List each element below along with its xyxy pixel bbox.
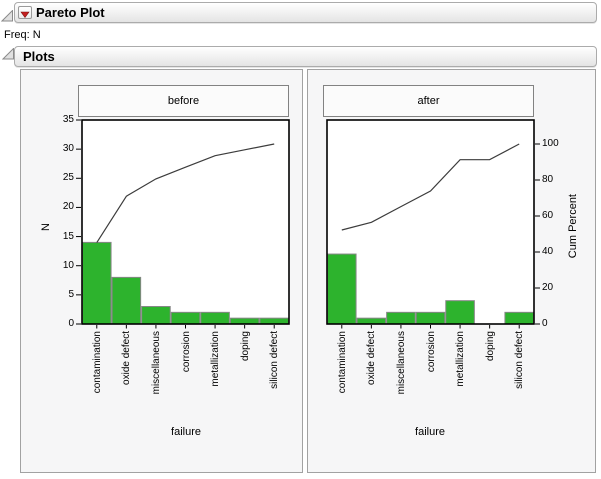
red-triangle-icon <box>20 11 30 19</box>
x-axis-title: failure <box>171 426 201 438</box>
y-tick-label: 25 <box>62 172 74 184</box>
chart-panel-after: after contamination oxide defect miscellan… <box>307 69 596 473</box>
outline-header-pareto-plot[interactable]: Pareto Plot <box>14 2 597 23</box>
after-pareto-chart <box>326 119 540 329</box>
x-tick-label: contamination <box>91 331 103 394</box>
x-tick-label: silicon defect <box>269 331 281 389</box>
page-title: Pareto Plot <box>36 5 105 20</box>
percent-tick-label: 80 <box>542 174 554 185</box>
cumulative-percent-line <box>341 143 520 231</box>
y-axis-title: N <box>40 223 52 231</box>
x-tick-label: doping <box>239 331 251 362</box>
disclosure-triangle-icon[interactable] <box>1 10 14 22</box>
percent-tick-label: 40 <box>542 246 554 257</box>
x-tick-label: corrosion <box>180 331 192 373</box>
after-chart-labels: contamination oxide defect miscellaneous co… <box>308 70 595 472</box>
y-tick-label: 10 <box>62 259 74 271</box>
y-tick-label: 30 <box>62 143 74 155</box>
x-axis-title: failure <box>415 426 445 438</box>
group-label: before <box>167 95 200 107</box>
outline-header-plots[interactable]: Plots <box>14 46 597 67</box>
percent-tick-label: 0 <box>542 318 548 329</box>
x-tick-label: corrosion <box>425 331 437 373</box>
x-tick-label: oxide defect <box>366 331 378 385</box>
x-tick-label: doping <box>484 331 496 362</box>
percent-tick-label: 100 <box>542 138 559 149</box>
y-tick-label: 15 <box>62 230 74 242</box>
group-header-after: after <box>323 85 534 117</box>
x-tick-label: oxide defect <box>121 331 133 385</box>
before-chart-labels: contamination oxide defect miscellaneous co… <box>21 70 302 472</box>
bar-contamination[interactable] <box>82 241 112 325</box>
y-tick-label: 35 <box>62 114 74 125</box>
y-tick-label: 20 <box>62 201 74 213</box>
y-tick-label: 5 <box>68 288 74 300</box>
x-tick-label: miscellaneous <box>395 331 407 395</box>
plots-title: Plots <box>23 49 55 64</box>
bar-oxide defect[interactable] <box>111 276 142 325</box>
group-header-before: before <box>78 85 289 117</box>
y2-axis-title: Cum Percent <box>567 194 579 259</box>
freq-label: Freq: N <box>4 29 41 41</box>
y-tick-label: 0 <box>68 318 74 329</box>
percent-tick-label: 60 <box>542 210 554 221</box>
cumulative-percent-line <box>96 143 275 243</box>
disclosure-triangle-icon[interactable] <box>2 48 15 60</box>
x-tick-label: metallization <box>210 331 222 387</box>
before-pareto-chart <box>76 119 290 329</box>
x-tick-label: silicon defect <box>514 331 526 389</box>
red-triangle-menu-button[interactable] <box>18 6 32 19</box>
percent-tick-label: 20 <box>542 282 554 293</box>
x-tick-label: miscellaneous <box>150 331 162 395</box>
plot-frame <box>81 119 290 325</box>
x-tick-label: metallization <box>455 331 467 387</box>
chart-panel-before: before contamination oxide defect miscella… <box>20 69 303 473</box>
x-tick-label: contamination <box>336 331 348 394</box>
group-label: after <box>417 95 440 107</box>
plot-frame <box>326 119 535 325</box>
